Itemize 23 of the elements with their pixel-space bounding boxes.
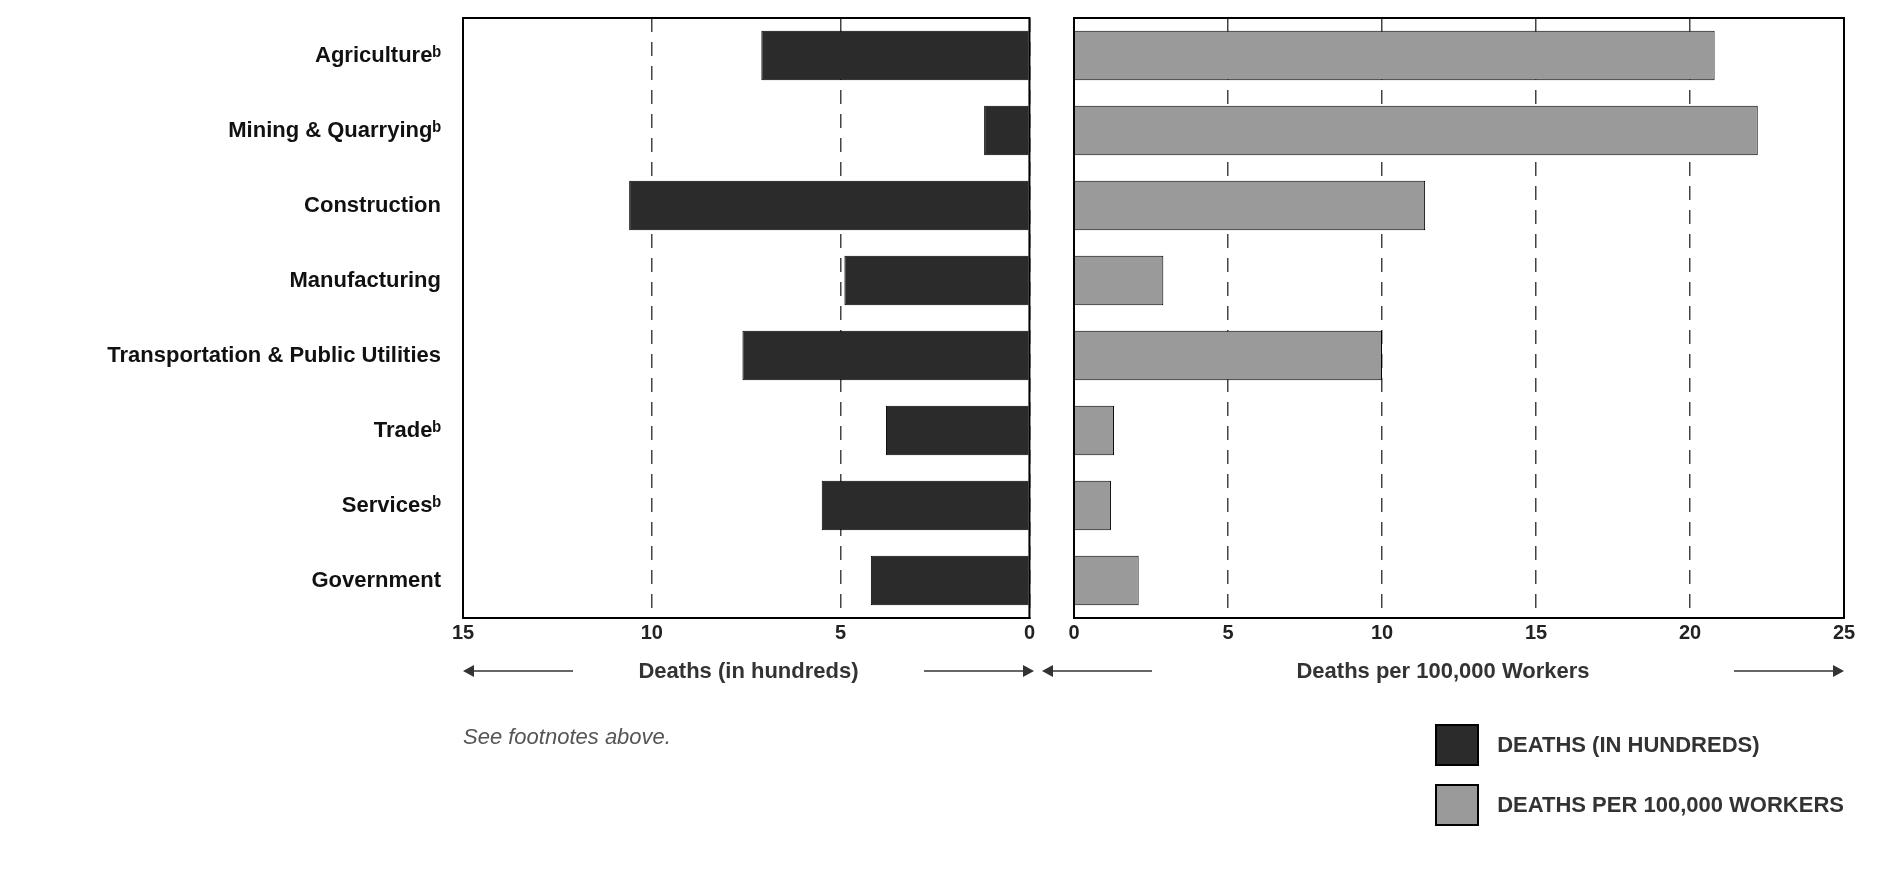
y-tick-label: Transportation & Public Utilities [107,341,441,367]
x-tick-label: 0 [1068,620,1080,643]
legend-label: DEATHS PER 100,000 WORKERS [1497,792,1844,818]
y-tick-label: Servicesᵇ [341,491,442,517]
x-tick-label: 5 [1222,620,1234,643]
x-axis-title: Deaths (in hundreds) [638,658,859,684]
x-tick-label: 15 [1524,620,1548,643]
y-tick-label: Government [311,566,442,592]
x-tick-label: 25 [1832,620,1856,643]
y-tick-label: Mining & Quarryingᵇ [228,116,442,142]
x-tick-label: 10 [1370,620,1394,643]
text: See footnotes above. [463,724,671,750]
x-tick-label: 5 [835,620,847,643]
x-tick-label: 10 [640,620,663,643]
y-tick-label: Construction [304,191,441,217]
x-tick-label: 15 [451,620,475,643]
y-tick-label: Tradeᵇ [373,416,442,442]
y-tick-label: Agricultureᵇ [315,41,442,67]
x-axis-title: Deaths per 100,000 Workers [1296,658,1590,684]
legend-label: DEATHS (IN HUNDREDS) [1497,732,1760,758]
x-tick-label: 20 [1678,620,1702,643]
x-tick-label: 0 [1023,620,1035,643]
y-tick-label: Manufacturing [289,266,441,292]
